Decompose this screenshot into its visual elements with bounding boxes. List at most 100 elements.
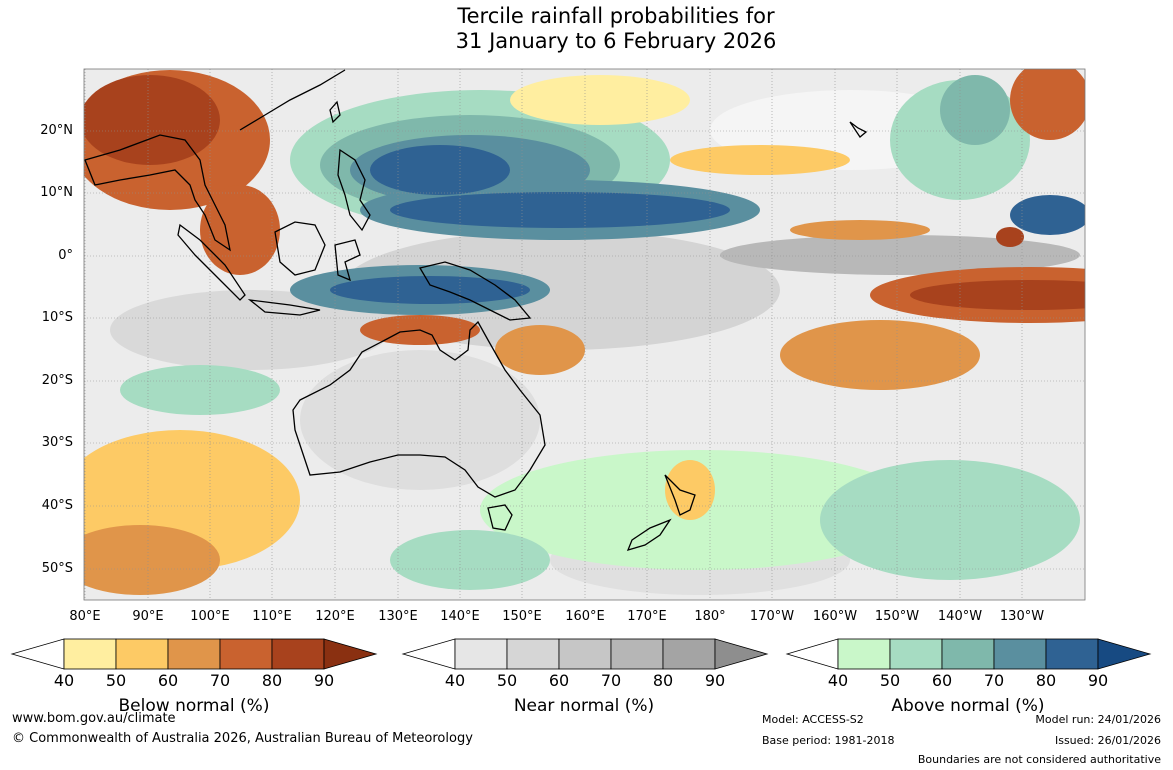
above-normal-legend-label: Above normal (%) xyxy=(891,696,1045,716)
issued-date: Issued: 26/01/2026 xyxy=(1054,734,1161,747)
colorbar-max-arrow xyxy=(323,638,378,670)
map-title: Tercile rainfall probabilities for 31 Ja… xyxy=(0,4,1173,54)
hawaii-coastline xyxy=(849,121,868,138)
colorbar-tick-label: 40 xyxy=(827,671,849,690)
longitude-label: 170°W xyxy=(749,609,795,624)
near-normal-region xyxy=(720,235,1080,275)
near-normal-legend-label: Near normal (%) xyxy=(513,696,655,716)
colorbar-segment xyxy=(454,638,508,670)
colorbar-tick-label: 90 xyxy=(704,671,726,690)
colorbar-tick-label: 80 xyxy=(652,671,674,690)
java-coastline xyxy=(247,299,321,316)
sumatra-coastline xyxy=(177,223,246,301)
model-name: Model: ACCESS-S2 xyxy=(762,713,864,726)
colorbar-segment xyxy=(889,638,943,670)
colorbar-tick-label: 80 xyxy=(1035,671,1057,690)
colorbar-segment xyxy=(1045,638,1099,670)
longitude-label: 80°E xyxy=(69,609,101,624)
colorbar-tick-label: 80 xyxy=(261,671,283,690)
colorbar-segment xyxy=(662,638,716,670)
colorbar-tick-label: 70 xyxy=(209,671,231,690)
new-guinea-coastline xyxy=(418,261,532,321)
taiwan-coastline xyxy=(329,100,341,124)
longitude-label: 160°W xyxy=(812,609,858,624)
above-normal-region xyxy=(120,365,280,415)
colorbar-segment xyxy=(167,638,221,670)
near-normal-colorbar xyxy=(401,638,769,670)
colorbar-tick-label: 50 xyxy=(105,671,127,690)
australia-coastline xyxy=(292,320,546,498)
below-normal-region xyxy=(665,460,715,520)
colorbar-tick-label: 60 xyxy=(157,671,179,690)
latitude-label: 20°N xyxy=(40,123,73,138)
mainland-se-asia-coastline xyxy=(84,134,231,252)
probability-shading xyxy=(84,69,1085,595)
longitude-label: 110°E xyxy=(252,609,292,624)
above-normal-region xyxy=(940,75,1010,145)
base-period: Base period: 1981-2018 xyxy=(762,734,895,747)
sulawesi-coastline xyxy=(334,239,361,282)
above-normal-region xyxy=(390,192,730,228)
colorbar-tick-label: 50 xyxy=(496,671,518,690)
latitude-label: 10°N xyxy=(40,185,73,200)
near-normal-region xyxy=(300,350,540,490)
above-normal-region xyxy=(370,145,510,195)
coastlines xyxy=(84,69,868,552)
colorbar-segment xyxy=(271,638,325,670)
copyright-notice: © Commonwealth of Australia 2026, Austra… xyxy=(12,731,473,746)
below-normal-region xyxy=(910,280,1085,310)
colorbar-segment xyxy=(115,638,169,670)
longitude-label: 140°W xyxy=(937,609,983,624)
latitude-label: 40°S xyxy=(41,498,73,513)
below-normal-region xyxy=(780,320,980,390)
longitude-label: 180° xyxy=(694,609,726,624)
new-zealand-south-coastline xyxy=(626,518,672,552)
website-link[interactable]: www.bom.gov.au/climate xyxy=(12,711,176,726)
longitude-label: 130°W xyxy=(999,609,1045,624)
above-normal-region xyxy=(1010,195,1085,235)
philippines-coastline xyxy=(337,148,371,232)
below-normal-region xyxy=(200,185,280,275)
above-normal-colorbar xyxy=(785,638,1152,670)
new-zealand-north-coastline xyxy=(664,474,696,516)
below-normal-region xyxy=(996,227,1024,247)
colorbar-max-arrow xyxy=(1097,638,1152,670)
colorbar-segment xyxy=(558,638,612,670)
colorbar-tick-label: 70 xyxy=(983,671,1005,690)
above-normal-region xyxy=(330,276,530,304)
latitude-label: 0° xyxy=(58,248,73,263)
colorbar-tick-label: 90 xyxy=(1087,671,1109,690)
colorbar-segment xyxy=(837,638,891,670)
colorbar-segment xyxy=(993,638,1047,670)
below-normal-region xyxy=(670,145,850,175)
colorbar-tick-label: 90 xyxy=(313,671,335,690)
map-title-line1: Tercile rainfall probabilities for xyxy=(457,4,775,28)
boundaries-disclaimer: Boundaries are not considered authoritat… xyxy=(917,753,1161,766)
borneo-coastline xyxy=(274,221,326,276)
longitude-label: 150°W xyxy=(874,609,920,624)
longitude-label: 130°E xyxy=(378,609,418,624)
colorbar-segment xyxy=(63,638,117,670)
longitude-label: 120°E xyxy=(315,609,355,624)
map-frame xyxy=(83,68,1086,601)
below-normal-region xyxy=(510,75,690,125)
tasmania-coastline xyxy=(487,504,513,531)
longitude-label: 170°E xyxy=(627,609,667,624)
latitude-label: 20°S xyxy=(41,373,73,388)
colorbar-tick-label: 40 xyxy=(444,671,466,690)
above-normal-region xyxy=(390,530,550,590)
colorbar-tick-label: 50 xyxy=(879,671,901,690)
below-normal-colorbar xyxy=(10,638,378,670)
colorbar-segment xyxy=(610,638,664,670)
longitude-label: 90°E xyxy=(132,609,164,624)
colorbar-tick-label: 60 xyxy=(931,671,953,690)
colorbar-min-arrow xyxy=(401,638,456,670)
map-title-line2: 31 January to 6 February 2026 xyxy=(455,29,777,53)
below-normal-region xyxy=(84,525,220,595)
below-normal-region xyxy=(495,325,585,375)
colorbar-tick-label: 70 xyxy=(600,671,622,690)
longitude-label: 140°E xyxy=(440,609,480,624)
longitude-label: 100°E xyxy=(190,609,230,624)
colorbar-min-arrow xyxy=(785,638,839,670)
